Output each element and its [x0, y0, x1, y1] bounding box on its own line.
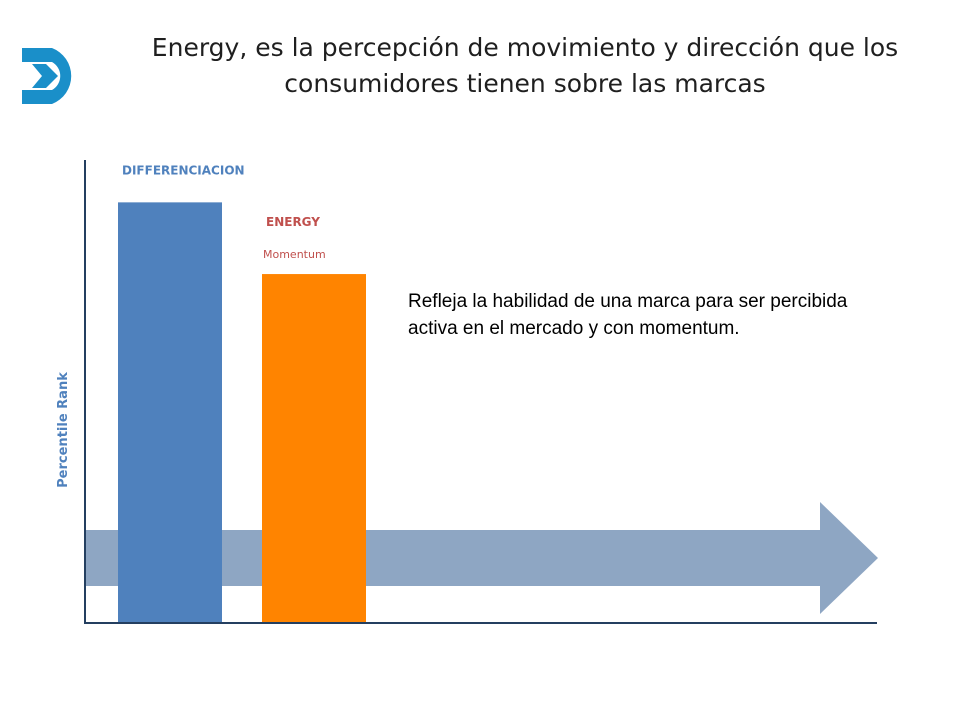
bar-energy [262, 274, 366, 623]
y-axis-label: Percentile Rank [56, 372, 71, 488]
bar-label-differenciacion: DIFFERENCIACION [122, 163, 245, 177]
page-title: Energy, es la percepción de movimiento y… [151, 33, 899, 98]
bar-sublabel-energy: Momentum [263, 248, 326, 261]
bar-label-energy: ENERGY [266, 215, 320, 229]
description-text: Refleja la habilidad de una marca para s… [408, 291, 848, 339]
bar-differenciacion [118, 202, 222, 624]
arrow-circle-icon [22, 48, 72, 104]
